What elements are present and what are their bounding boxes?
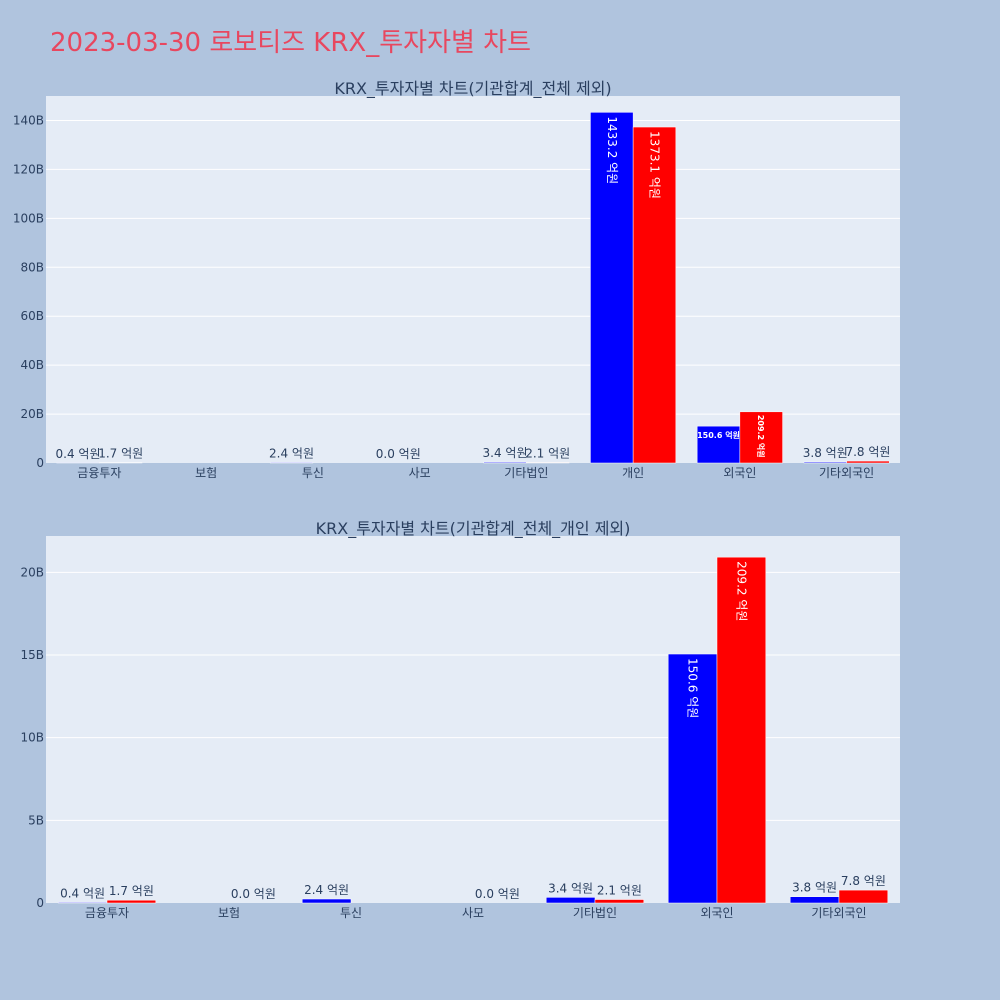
x-tick-label: 기타법인 — [504, 466, 548, 480]
bar-value-label: 7.8 억원 — [845, 445, 890, 459]
bar — [696, 425, 741, 464]
plot-area — [46, 536, 900, 903]
bar-value-label: 3.4 억원 — [548, 881, 593, 895]
x-tick-label: 기타법인 — [573, 906, 617, 920]
bar — [789, 896, 840, 904]
x-tick-label: 금융투자 — [77, 466, 121, 480]
y-tick-label: 40B — [20, 358, 44, 372]
bar-value-label: 3.4 억원 — [483, 446, 528, 460]
chart-investor-all: 0 20B 40B 60B 80B 100B 120B 140B KRX_투자자별 차트(기관합… — [13, 79, 900, 480]
bar — [632, 126, 677, 464]
bar-value-label: 0.0 억원 — [376, 447, 421, 461]
bar — [269, 462, 314, 464]
x-tick-label: 기타외국인 — [819, 466, 874, 480]
bar-value-label: 150.6 억원 — [686, 658, 700, 718]
chart-title: KRX_투자자별 차트(기관합계_전체 제외) — [334, 79, 611, 99]
x-tick-label: 개인 — [622, 466, 644, 480]
bar — [739, 411, 783, 464]
bar-value-label: 1433.2 억원 — [605, 116, 619, 184]
bar — [106, 899, 157, 904]
bar-value-label: 2.4 억원 — [304, 883, 349, 897]
x-tick-label: 외국인 — [723, 466, 756, 480]
y-tick-label: 60B — [20, 309, 44, 323]
bar-value-label: 0.4 억원 — [56, 447, 101, 461]
bar-value-label: 1.7 억원 — [98, 447, 143, 461]
bar-value-label: 2.1 억원 — [525, 446, 570, 460]
x-tick-label: 투신 — [340, 906, 362, 920]
x-tick-label: 금융투자 — [85, 906, 129, 920]
bar — [57, 902, 108, 904]
bar-value-label: 0.0 억원 — [475, 887, 520, 901]
x-tick-label: 투신 — [302, 466, 324, 480]
chart-investor-excl-individual: 0 5B 10B 15B 20B KRX_투자자별 차트(기관합계_전체_개인 제외) 금융… — [20, 519, 900, 920]
bar-value-label: 150.6 억원 — [697, 430, 740, 440]
y-tick-label: 100B — [13, 211, 44, 225]
bar — [590, 112, 634, 464]
bar — [594, 899, 645, 904]
bar — [716, 556, 767, 904]
bar — [301, 898, 352, 904]
bar-value-label: 1.7 억원 — [109, 884, 154, 898]
y-tick-label: 20B — [20, 407, 44, 421]
bar-value-label: 3.8 억원 — [792, 881, 837, 895]
x-tick-label: 보험 — [218, 906, 240, 920]
bar — [667, 653, 718, 904]
plot-area — [46, 96, 900, 463]
bar-value-label: 1373.1 억원 — [647, 131, 661, 199]
bar — [545, 897, 596, 904]
bar-value-label: 0.0 억원 — [231, 887, 276, 901]
x-tick-label: 사모 — [462, 906, 484, 920]
page-title: 2023-03-30 로보티즈 KRX_투자자별 차트 — [50, 28, 532, 58]
bar-value-label: 2.1 억원 — [597, 884, 642, 898]
y-tick-label: 140B — [13, 113, 44, 127]
y-tick-label: 0 — [36, 896, 44, 910]
bar — [838, 889, 889, 904]
x-tick-label: 보험 — [195, 466, 217, 480]
bar — [846, 460, 890, 464]
y-tick-label: 120B — [13, 162, 44, 176]
bar-value-label: 209.2 억원 — [756, 415, 766, 458]
x-tick-label: 기타외국인 — [811, 906, 866, 920]
bar-value-label: 3.8 억원 — [803, 446, 848, 460]
x-tick-label: 사모 — [409, 466, 431, 480]
bar — [526, 462, 570, 464]
y-tick-label: 80B — [20, 260, 44, 274]
bar-value-label: 7.8 억원 — [841, 874, 886, 888]
bar-value-label: 2.4 억원 — [269, 446, 314, 460]
y-tick-label: 15B — [20, 648, 44, 662]
y-tick-label: 20B — [20, 565, 44, 579]
bar-value-label: 0.4 억원 — [60, 886, 105, 900]
bar-value-label: 209.2 억원 — [734, 561, 748, 621]
y-tick-label: 10B — [20, 731, 44, 745]
chart-title: KRX_투자자별 차트(기관합계_전체_개인 제외) — [316, 519, 631, 539]
y-tick-label: 5B — [28, 813, 44, 827]
y-tick-label: 0 — [36, 456, 44, 470]
x-tick-label: 외국인 — [700, 906, 733, 920]
